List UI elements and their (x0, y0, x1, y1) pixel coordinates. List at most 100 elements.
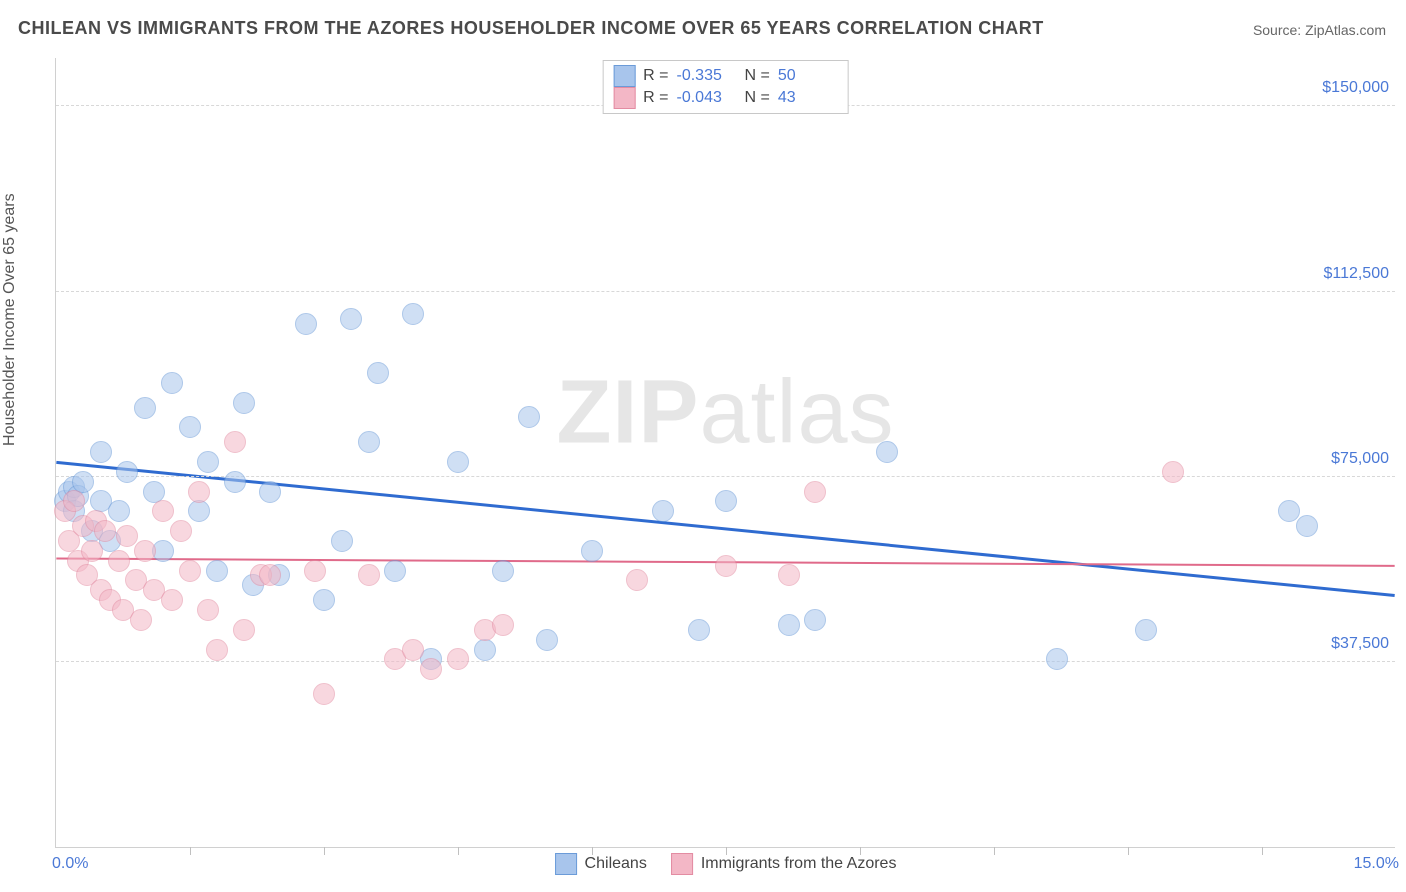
swatch-series-2 (671, 853, 693, 875)
data-point (492, 560, 514, 582)
legend-r-value-1: -0.335 (677, 65, 737, 87)
data-point (331, 530, 353, 552)
series-legend: Chileans Immigrants from the Azores (555, 853, 897, 875)
x-tick (190, 847, 191, 855)
x-axis-max-label: 15.0% (1354, 855, 1399, 873)
watermark: ZIPatlas (556, 362, 894, 465)
data-point (420, 658, 442, 680)
data-point (224, 431, 246, 453)
data-point (94, 520, 116, 542)
data-point (626, 569, 648, 591)
x-tick (324, 847, 325, 855)
swatch-series-2 (613, 87, 635, 109)
data-point (313, 683, 335, 705)
y-tick-label: $112,500 (1323, 265, 1389, 283)
data-point (688, 619, 710, 641)
data-point (108, 500, 130, 522)
data-point (161, 372, 183, 394)
data-point (313, 589, 335, 611)
legend-r-label: R = (643, 87, 668, 109)
data-point (304, 560, 326, 582)
watermark-bold: ZIP (556, 363, 699, 463)
data-point (90, 441, 112, 463)
legend-label-1: Chileans (585, 855, 647, 873)
y-tick-label: $150,000 (1322, 79, 1389, 97)
x-axis-min-label: 0.0% (52, 855, 88, 873)
data-point (206, 560, 228, 582)
data-point (715, 490, 737, 512)
x-tick (994, 847, 995, 855)
gridline (56, 476, 1395, 477)
data-point (134, 397, 156, 419)
swatch-series-1 (613, 65, 635, 87)
data-point (804, 481, 826, 503)
chart-title: CHILEAN VS IMMIGRANTS FROM THE AZORES HO… (18, 18, 1044, 39)
data-point (72, 471, 94, 493)
data-point (130, 609, 152, 631)
y-tick-label: $75,000 (1331, 450, 1389, 468)
data-point (188, 481, 210, 503)
data-point (224, 471, 246, 493)
data-point (518, 406, 540, 428)
data-point (1162, 461, 1184, 483)
data-point (1046, 648, 1068, 670)
data-point (778, 564, 800, 586)
x-tick (860, 847, 861, 855)
data-point (1135, 619, 1157, 641)
data-point (116, 525, 138, 547)
plot-area: ZIPatlas R = -0.335 N = 50 R = -0.043 N … (55, 58, 1395, 848)
data-point (447, 451, 469, 473)
data-point (81, 540, 103, 562)
watermark-rest: atlas (699, 363, 894, 463)
data-point (259, 564, 281, 586)
legend-n-label: N = (745, 65, 770, 87)
x-tick (458, 847, 459, 855)
data-point (134, 540, 156, 562)
legend-item-2: Immigrants from the Azores (671, 853, 897, 875)
data-point (197, 451, 219, 473)
data-point (367, 362, 389, 384)
data-point (259, 481, 281, 503)
legend-row-series-1: R = -0.335 N = 50 (613, 65, 838, 87)
legend-r-label: R = (643, 65, 668, 87)
data-point (804, 609, 826, 631)
data-point (161, 589, 183, 611)
y-axis-title: Householder Income Over 65 years (1, 193, 19, 446)
data-point (179, 416, 201, 438)
y-tick-label: $37,500 (1331, 635, 1389, 653)
data-point (876, 441, 898, 463)
data-point (581, 540, 603, 562)
data-point (358, 431, 380, 453)
data-point (188, 500, 210, 522)
source-attribution: Source: ZipAtlas.com (1253, 22, 1386, 38)
legend-n-value-2: 43 (778, 87, 838, 109)
data-point (108, 550, 130, 572)
data-point (116, 461, 138, 483)
trend-lines (56, 58, 1395, 847)
data-point (492, 614, 514, 636)
data-point (474, 639, 496, 661)
data-point (206, 639, 228, 661)
data-point (143, 481, 165, 503)
legend-n-value-1: 50 (778, 65, 838, 87)
data-point (233, 619, 255, 641)
data-point (170, 520, 192, 542)
legend-row-series-2: R = -0.043 N = 43 (613, 87, 838, 109)
data-point (1278, 500, 1300, 522)
data-point (197, 599, 219, 621)
data-point (536, 629, 558, 651)
legend-label-2: Immigrants from the Azores (701, 855, 897, 873)
legend-n-label: N = (745, 87, 770, 109)
data-point (1296, 515, 1318, 537)
data-point (152, 500, 174, 522)
x-tick (592, 847, 593, 855)
data-point (715, 555, 737, 577)
data-point (402, 639, 424, 661)
x-tick (1262, 847, 1263, 855)
data-point (402, 303, 424, 325)
data-point (652, 500, 674, 522)
data-point (295, 313, 317, 335)
x-tick (1128, 847, 1129, 855)
data-point (358, 564, 380, 586)
gridline (56, 661, 1395, 662)
